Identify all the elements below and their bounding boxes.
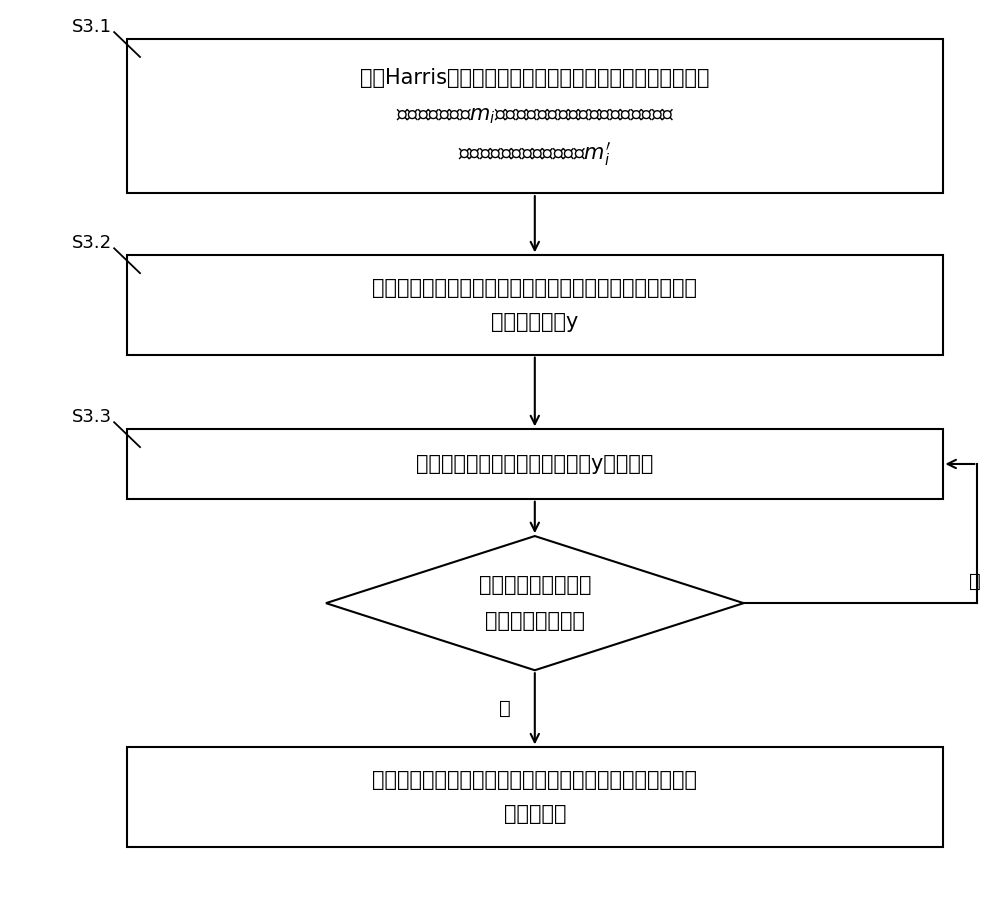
FancyBboxPatch shape xyxy=(127,748,943,846)
Text: 采用天牛须优化算法对目标函数y进行优化: 采用天牛须优化算法对目标函数y进行优化 xyxy=(416,454,653,474)
Polygon shape xyxy=(326,536,744,670)
Text: S3.3: S3.3 xyxy=(72,408,112,426)
Text: 将标定角点的像素坐标与标定角点的反投影坐标的平均误差: 将标定角点的像素坐标与标定角点的反投影坐标的平均误差 xyxy=(372,278,697,298)
Text: 作为目标函数y: 作为目标函数y xyxy=(491,311,578,332)
Text: 参进行输出: 参进行输出 xyxy=(504,804,566,824)
Text: 预设的全局最优値: 预设的全局最优値 xyxy=(485,611,585,631)
FancyBboxPatch shape xyxy=(127,430,943,499)
Text: S3.1: S3.1 xyxy=(72,18,112,36)
Text: 板上标定角点的反投影坐标$m_i'$: 板上标定角点的反投影坐标$m_i'$ xyxy=(458,140,611,168)
Text: 角点的像素坐标$m_i$，使用相机的原始内参和外参得到标定: 角点的像素坐标$m_i$，使用相机的原始内参和外参得到标定 xyxy=(396,106,674,126)
Text: 更新相机的内参和外参，并将其作为优化后的相机内参和外: 更新相机的内参和外参，并将其作为优化后的相机内参和外 xyxy=(372,770,697,790)
FancyBboxPatch shape xyxy=(127,39,943,193)
Text: S3.2: S3.2 xyxy=(72,235,112,252)
FancyBboxPatch shape xyxy=(127,255,943,355)
Text: 否: 否 xyxy=(969,572,981,590)
Text: 目标函数值是否小于: 目标函数值是否小于 xyxy=(479,576,591,595)
Text: 是: 是 xyxy=(499,699,511,718)
Text: 采用Harris角点提取算法识别标定板上标定角点并计算标定: 采用Harris角点提取算法识别标定板上标定角点并计算标定 xyxy=(360,68,710,89)
